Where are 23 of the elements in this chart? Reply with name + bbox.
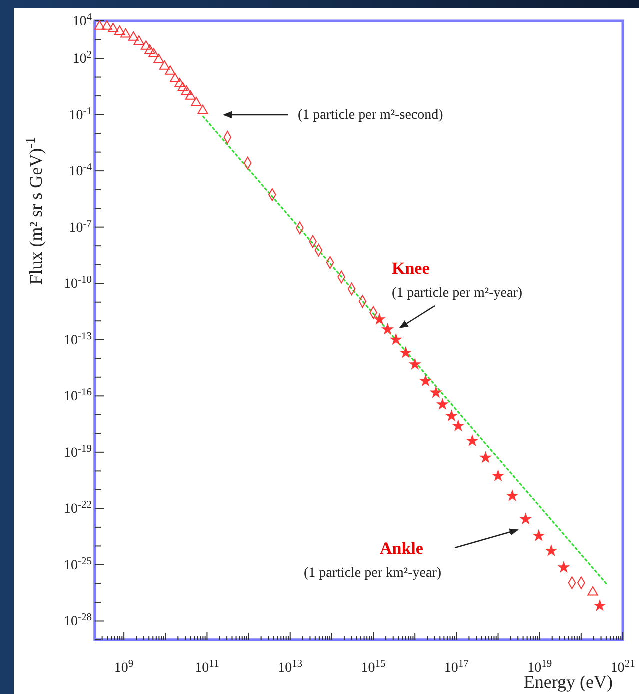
y-tick-label: 10$^{-16}$: [64, 387, 92, 405]
y-tick-label: 10$^{-22}$: [64, 500, 92, 518]
x-tick-label: 10$^{13}$: [278, 658, 303, 676]
x-tick-label: 10$^{17}$: [444, 658, 469, 676]
annotation: Knee: [392, 259, 430, 278]
y-tick-label: 10$^{-25}$: [64, 556, 92, 574]
y-tick-label: 10$^{-4}$: [69, 162, 93, 180]
x-tick-label: 10$^{11}$: [195, 658, 220, 676]
x-tick-label: 10$^{21}$: [610, 658, 636, 676]
y-tick-label: 10$^{-10}$: [64, 274, 92, 292]
annotation: (1 particle per km²-year): [304, 566, 442, 581]
y-tick-label: 10$^{-7}$: [69, 218, 92, 236]
y-tick-label: 10$^{-1}$: [69, 106, 92, 124]
y-tick-label: 10$^{4}$: [72, 12, 93, 30]
annotation: (1 particle per m²-year): [392, 286, 523, 301]
y-tick-label: 10$^{2}$: [72, 49, 92, 67]
y-tick-label: 10$^{-19}$: [64, 443, 92, 461]
y-tick-label: 10$^{-28}$: [64, 612, 92, 630]
x-tick-label: 10$^{9}$: [114, 658, 134, 676]
x-tick-label: 10$^{15}$: [361, 658, 386, 676]
y-tick-label: 10$^{-13}$: [64, 330, 92, 348]
annotation: (1 particle per m²-second): [298, 108, 444, 123]
annotation: Ankle: [380, 539, 424, 558]
